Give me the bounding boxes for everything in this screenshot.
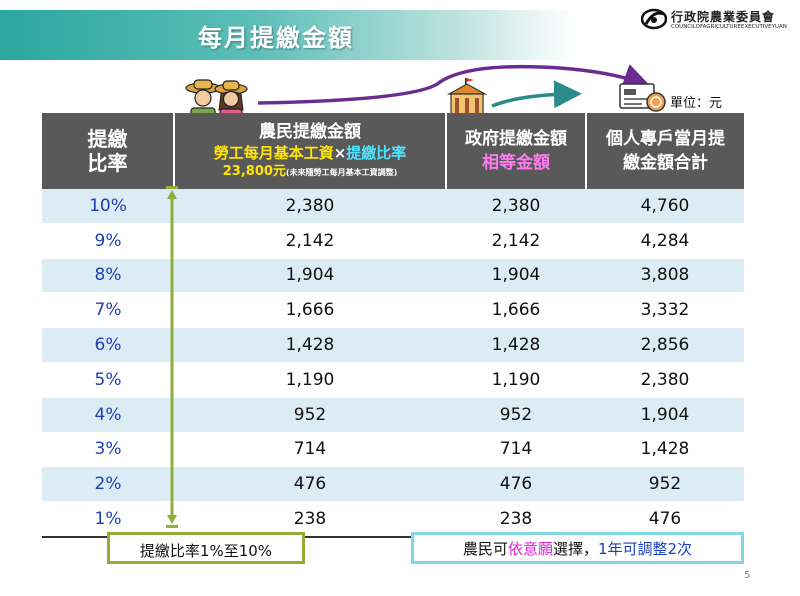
choice-note-part1: 農民可 <box>462 540 508 558</box>
choice-note: 農民可依意願選擇，1年可調整2次 <box>411 532 744 564</box>
cell-gov: 1,904 <box>446 258 586 294</box>
cell-rate: 7% <box>42 292 174 329</box>
cell-gov: 1,428 <box>446 327 586 363</box>
cell-total: 3,332 <box>586 292 744 329</box>
header-farmer-formula: 勞工每月基本工資×提繳比率 <box>175 143 445 163</box>
choice-note-part3: 選擇， <box>552 540 598 558</box>
cell-gov: 1,666 <box>446 292 586 329</box>
table-header-row: 提繳 比率 農民提繳金額 勞工每月基本工資×提繳比率 23,800元(未來隨勞工… <box>42 113 744 189</box>
cell-total: 952 <box>586 466 744 503</box>
cell-farmer: 714 <box>174 432 446 468</box>
header-farmer-amount-note: (未來隨勞工每月基本工資調整) <box>285 167 398 177</box>
cell-farmer: 1,190 <box>174 362 446 398</box>
cell-gov: 952 <box>446 397 586 433</box>
header-farmer-wage: 勞工每月基本工資 <box>213 143 334 162</box>
table-row: 5% 1,190 1,190 2,380 <box>42 362 744 398</box>
gov-to-account-arrow <box>491 80 582 109</box>
cell-gov: 1,190 <box>446 362 586 398</box>
header-gov-line1: 政府提繳金額 <box>465 129 567 149</box>
header-gov-line2: 相等金額 <box>482 153 550 173</box>
table-row: 10% 2,380 2,380 4,760 <box>42 189 744 224</box>
cell-rate: 6% <box>42 327 174 363</box>
table-row: 2% 476 476 952 <box>42 466 744 503</box>
header-rate-line2: 比率 <box>87 151 128 175</box>
coa-logo-icon <box>641 8 667 30</box>
header-farmer-amount: 23,800元(未來隨勞工每月基本工資調整) <box>175 163 445 182</box>
header-total-line1: 個人專戶當月提 <box>606 129 725 149</box>
title-bar <box>0 10 575 60</box>
logo-text-cn: 行政院農業委員會 <box>671 10 776 24</box>
header-farmer-times: × <box>333 143 347 162</box>
cell-total: 4,760 <box>586 189 744 224</box>
table-row: 8% 1,904 1,904 3,808 <box>42 258 744 294</box>
cell-total: 2,856 <box>586 327 744 363</box>
page-title: 每月提繳金額 <box>198 24 354 52</box>
cell-rate: 8% <box>42 258 174 294</box>
cell-gov: 2,142 <box>446 223 586 259</box>
table-row: 9% 2,142 2,142 4,284 <box>42 223 744 259</box>
choice-note-part2: 依意願 <box>507 540 553 558</box>
cell-farmer: 1,666 <box>174 292 446 329</box>
cell-farmer: 476 <box>174 466 446 503</box>
table-row: 6% 1,428 1,428 2,856 <box>42 327 744 363</box>
cell-gov: 714 <box>446 432 586 468</box>
choice-note-part4: 1年可調整2次 <box>597 540 693 558</box>
cell-total: 2,380 <box>586 362 744 398</box>
header-gov: 政府提繳金額 相等金額 <box>445 113 586 189</box>
cell-rate: 5% <box>42 362 174 398</box>
cell-farmer: 952 <box>174 397 446 433</box>
contribution-table: 提繳 比率 農民提繳金額 勞工每月基本工資×提繳比率 23,800元(未來隨勞工… <box>42 113 744 538</box>
cell-total: 476 <box>586 501 744 538</box>
table-row: 1% 238 238 476 <box>42 501 744 538</box>
cell-total: 4,284 <box>586 223 744 259</box>
cell-gov: 476 <box>446 466 586 503</box>
header-farmer: 農民提繳金額 勞工每月基本工資×提繳比率 23,800元(未來隨勞工每月基本工資… <box>173 113 446 189</box>
range-note: 提繳比率1%至10% <box>107 532 305 564</box>
bank-account-icon <box>619 83 666 112</box>
table-row: 4% 952 952 1,904 <box>42 397 744 433</box>
cell-rate: 9% <box>42 223 174 259</box>
table-row: 3% 714 714 1,428 <box>42 432 744 468</box>
logo-text-en: COUNCILOFAGRICULTUREEXECUTIVEYUAN <box>671 24 787 30</box>
header-farmer-amount-value: 23,800元 <box>222 163 286 179</box>
coa-logo: 行政院農業委員會 COUNCILOFAGRICULTUREEXECUTIVEYU… <box>641 6 791 36</box>
header-farmer-line1: 農民提繳金額 <box>259 121 361 142</box>
cell-rate: 3% <box>42 432 174 468</box>
cell-gov: 2,380 <box>446 189 586 224</box>
cell-total: 1,904 <box>586 397 744 433</box>
cell-farmer: 238 <box>174 501 446 538</box>
header-farmer-rate: 提繳比率 <box>346 143 407 162</box>
header-rate: 提繳 比率 <box>42 113 174 189</box>
cell-rate: 2% <box>42 466 174 503</box>
header-total-line2: 繳金額合計 <box>623 153 708 173</box>
cell-rate: 4% <box>42 397 174 433</box>
range-double-arrow-icon <box>166 186 178 528</box>
unit-label: 單位：元 <box>670 96 723 111</box>
cell-farmer: 2,380 <box>174 189 446 224</box>
cell-rate: 10% <box>42 189 174 224</box>
cell-farmer: 1,428 <box>174 327 446 363</box>
cell-farmer: 2,142 <box>174 223 446 259</box>
page-number: 5 <box>744 570 751 581</box>
cell-total: 3,808 <box>586 258 744 294</box>
table-row: 7% 1,666 1,666 3,332 <box>42 292 744 329</box>
cell-farmer: 1,904 <box>174 258 446 294</box>
cell-rate: 1% <box>42 501 174 538</box>
header-total: 個人專戶當月提 繳金額合計 <box>585 113 744 189</box>
header-rate-line1: 提繳 <box>87 127 128 151</box>
cell-total: 1,428 <box>586 432 744 468</box>
